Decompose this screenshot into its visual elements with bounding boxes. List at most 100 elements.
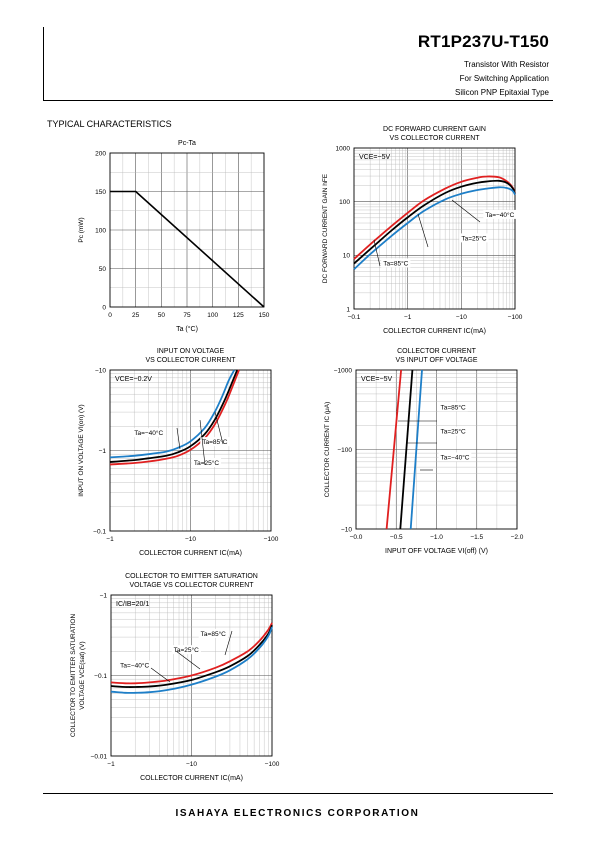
x-tick-label: −2.0 xyxy=(511,534,524,541)
annotation-leader xyxy=(150,667,171,683)
annotation-label: Ta=85°C xyxy=(201,630,226,638)
chart-title: COLLECTOR CURRENT xyxy=(397,348,477,355)
company-name: ISAHAYA ELECTRONICS CORPORATION xyxy=(175,808,420,819)
annotation-leader xyxy=(214,411,224,445)
plot-frame xyxy=(355,369,518,530)
annotation-bg xyxy=(198,628,228,638)
header-left-rule xyxy=(43,27,44,100)
y-tick-label: 150 xyxy=(95,189,106,196)
annotation-bg xyxy=(438,452,472,462)
y-tick-label: −0.1 xyxy=(94,673,107,680)
y-tick-label: −10 xyxy=(341,526,352,533)
y-axis-label: VOLTAGE VCE(sat) (V) xyxy=(79,641,86,709)
y-tick-label: 100 xyxy=(339,199,350,206)
annotation-label: Ta=25°C xyxy=(174,646,199,654)
annotation-bg xyxy=(438,402,468,412)
y-axis-label: COLLECTOR TO EMITTER SATURATION xyxy=(70,614,77,738)
series-line xyxy=(110,190,265,308)
header-line-3: Silicon PNP Epitaxial Type xyxy=(455,88,549,97)
annotation-label: Ta=25°C xyxy=(441,428,466,436)
annotation-label: Ta=−40°C xyxy=(134,429,163,437)
annotation-bg xyxy=(459,233,489,243)
y-tick-label: 100 xyxy=(95,227,106,234)
annotation-bg xyxy=(132,428,166,438)
y-axis-label: DC FORWARD CURRENT GAIN hFE xyxy=(322,173,329,283)
series-line xyxy=(110,626,273,694)
x-tick-label: −10 xyxy=(456,314,467,321)
x-tick-label: 150 xyxy=(259,312,270,319)
x-tick-label: 25 xyxy=(132,312,140,319)
x-tick-label: −100 xyxy=(508,314,523,321)
series-line xyxy=(110,624,273,688)
series-line xyxy=(109,369,236,459)
annotation-label: Ta=85°C xyxy=(202,438,227,446)
annotation-leader xyxy=(373,239,381,267)
x-tick-label: 75 xyxy=(183,312,191,319)
x-tick-label: −100 xyxy=(264,536,279,543)
series-line xyxy=(409,369,423,530)
x-tick-label: −100 xyxy=(265,761,280,768)
series-line xyxy=(385,369,402,530)
x-axis-label: COLLECTOR CURRENT IC(mA) xyxy=(139,550,242,557)
condition-label: IC/IB=20/1 xyxy=(116,601,149,608)
x-axis-label: COLLECTOR CURRENT IC(mA) xyxy=(140,775,243,782)
y-tick-label: −1 xyxy=(100,592,108,599)
annotation-bg xyxy=(438,426,468,436)
x-tick-label: 100 xyxy=(207,312,218,319)
y-tick-label: 50 xyxy=(99,266,107,273)
y-tick-label: −1 xyxy=(99,448,107,455)
x-axis-label: INPUT OFF VOLTAGE VI(off) (V) xyxy=(385,548,488,555)
annotation-label: Ta=85°C xyxy=(383,259,408,267)
y-tick-label: −0.01 xyxy=(91,753,108,760)
header-line-1: Transistor With Resistor xyxy=(463,60,549,69)
y-axis-label: INPUT ON VOLTAGE VI(on) (V) xyxy=(78,404,85,496)
annotation-bg xyxy=(483,209,517,219)
x-tick-label: −1 xyxy=(404,314,412,321)
chart-title: VS COLLECTOR CURRENT xyxy=(145,357,236,364)
annotation-leader xyxy=(417,213,429,248)
annotation-label: Ta=−40°C xyxy=(441,453,470,461)
chart-title: VS INPUT OFF VOLTAGE xyxy=(395,357,477,364)
section-title: TYPICAL CHARACTERISTICS xyxy=(47,119,172,129)
series-line xyxy=(109,369,239,463)
y-tick-label: 1 xyxy=(346,306,350,313)
x-tick-label: 125 xyxy=(233,312,244,319)
series-line xyxy=(353,175,516,260)
y-tick-label: −0.1 xyxy=(93,528,106,535)
annotation-leader xyxy=(199,419,206,466)
header-line-2: For Switching Application xyxy=(459,74,549,83)
annotation-label: Ta=−40°C xyxy=(485,211,514,219)
annotation-leader xyxy=(224,630,233,656)
footer-rule xyxy=(43,793,553,794)
annotation-label: Ta=85°C xyxy=(441,403,466,411)
annotation-bg xyxy=(381,258,411,268)
y-tick-label: 1000 xyxy=(336,145,351,152)
annotation-label: Ta=−40°C xyxy=(120,662,149,670)
y-tick-label: 200 xyxy=(95,150,106,157)
y-axis-label: Pc (mW) xyxy=(78,217,85,242)
x-tick-label: 0 xyxy=(108,312,112,319)
x-tick-label: −10 xyxy=(186,761,197,768)
part-number: RT1P237U-T150 xyxy=(417,32,549,51)
annotation-leader xyxy=(175,650,201,670)
annotation-bg xyxy=(191,458,222,468)
chart-title: INPUT ON VOLTAGE xyxy=(157,348,225,355)
y-tick-label: −10 xyxy=(95,367,106,374)
header-bottom-rule xyxy=(43,100,553,101)
series-line xyxy=(110,622,273,685)
series-line xyxy=(353,186,516,270)
annotation-leader xyxy=(176,427,181,450)
y-tick-label: −100 xyxy=(337,447,352,454)
series-line xyxy=(399,369,414,530)
x-tick-label: 50 xyxy=(158,312,166,319)
x-tick-label: −0.5 xyxy=(390,534,403,541)
series-line xyxy=(353,179,516,265)
annotation-bg xyxy=(200,437,230,447)
chart-title: COLLECTOR TO EMITTER SATURATION xyxy=(125,573,258,580)
plot-frame xyxy=(109,369,272,532)
y-tick-label: 10 xyxy=(343,253,351,260)
